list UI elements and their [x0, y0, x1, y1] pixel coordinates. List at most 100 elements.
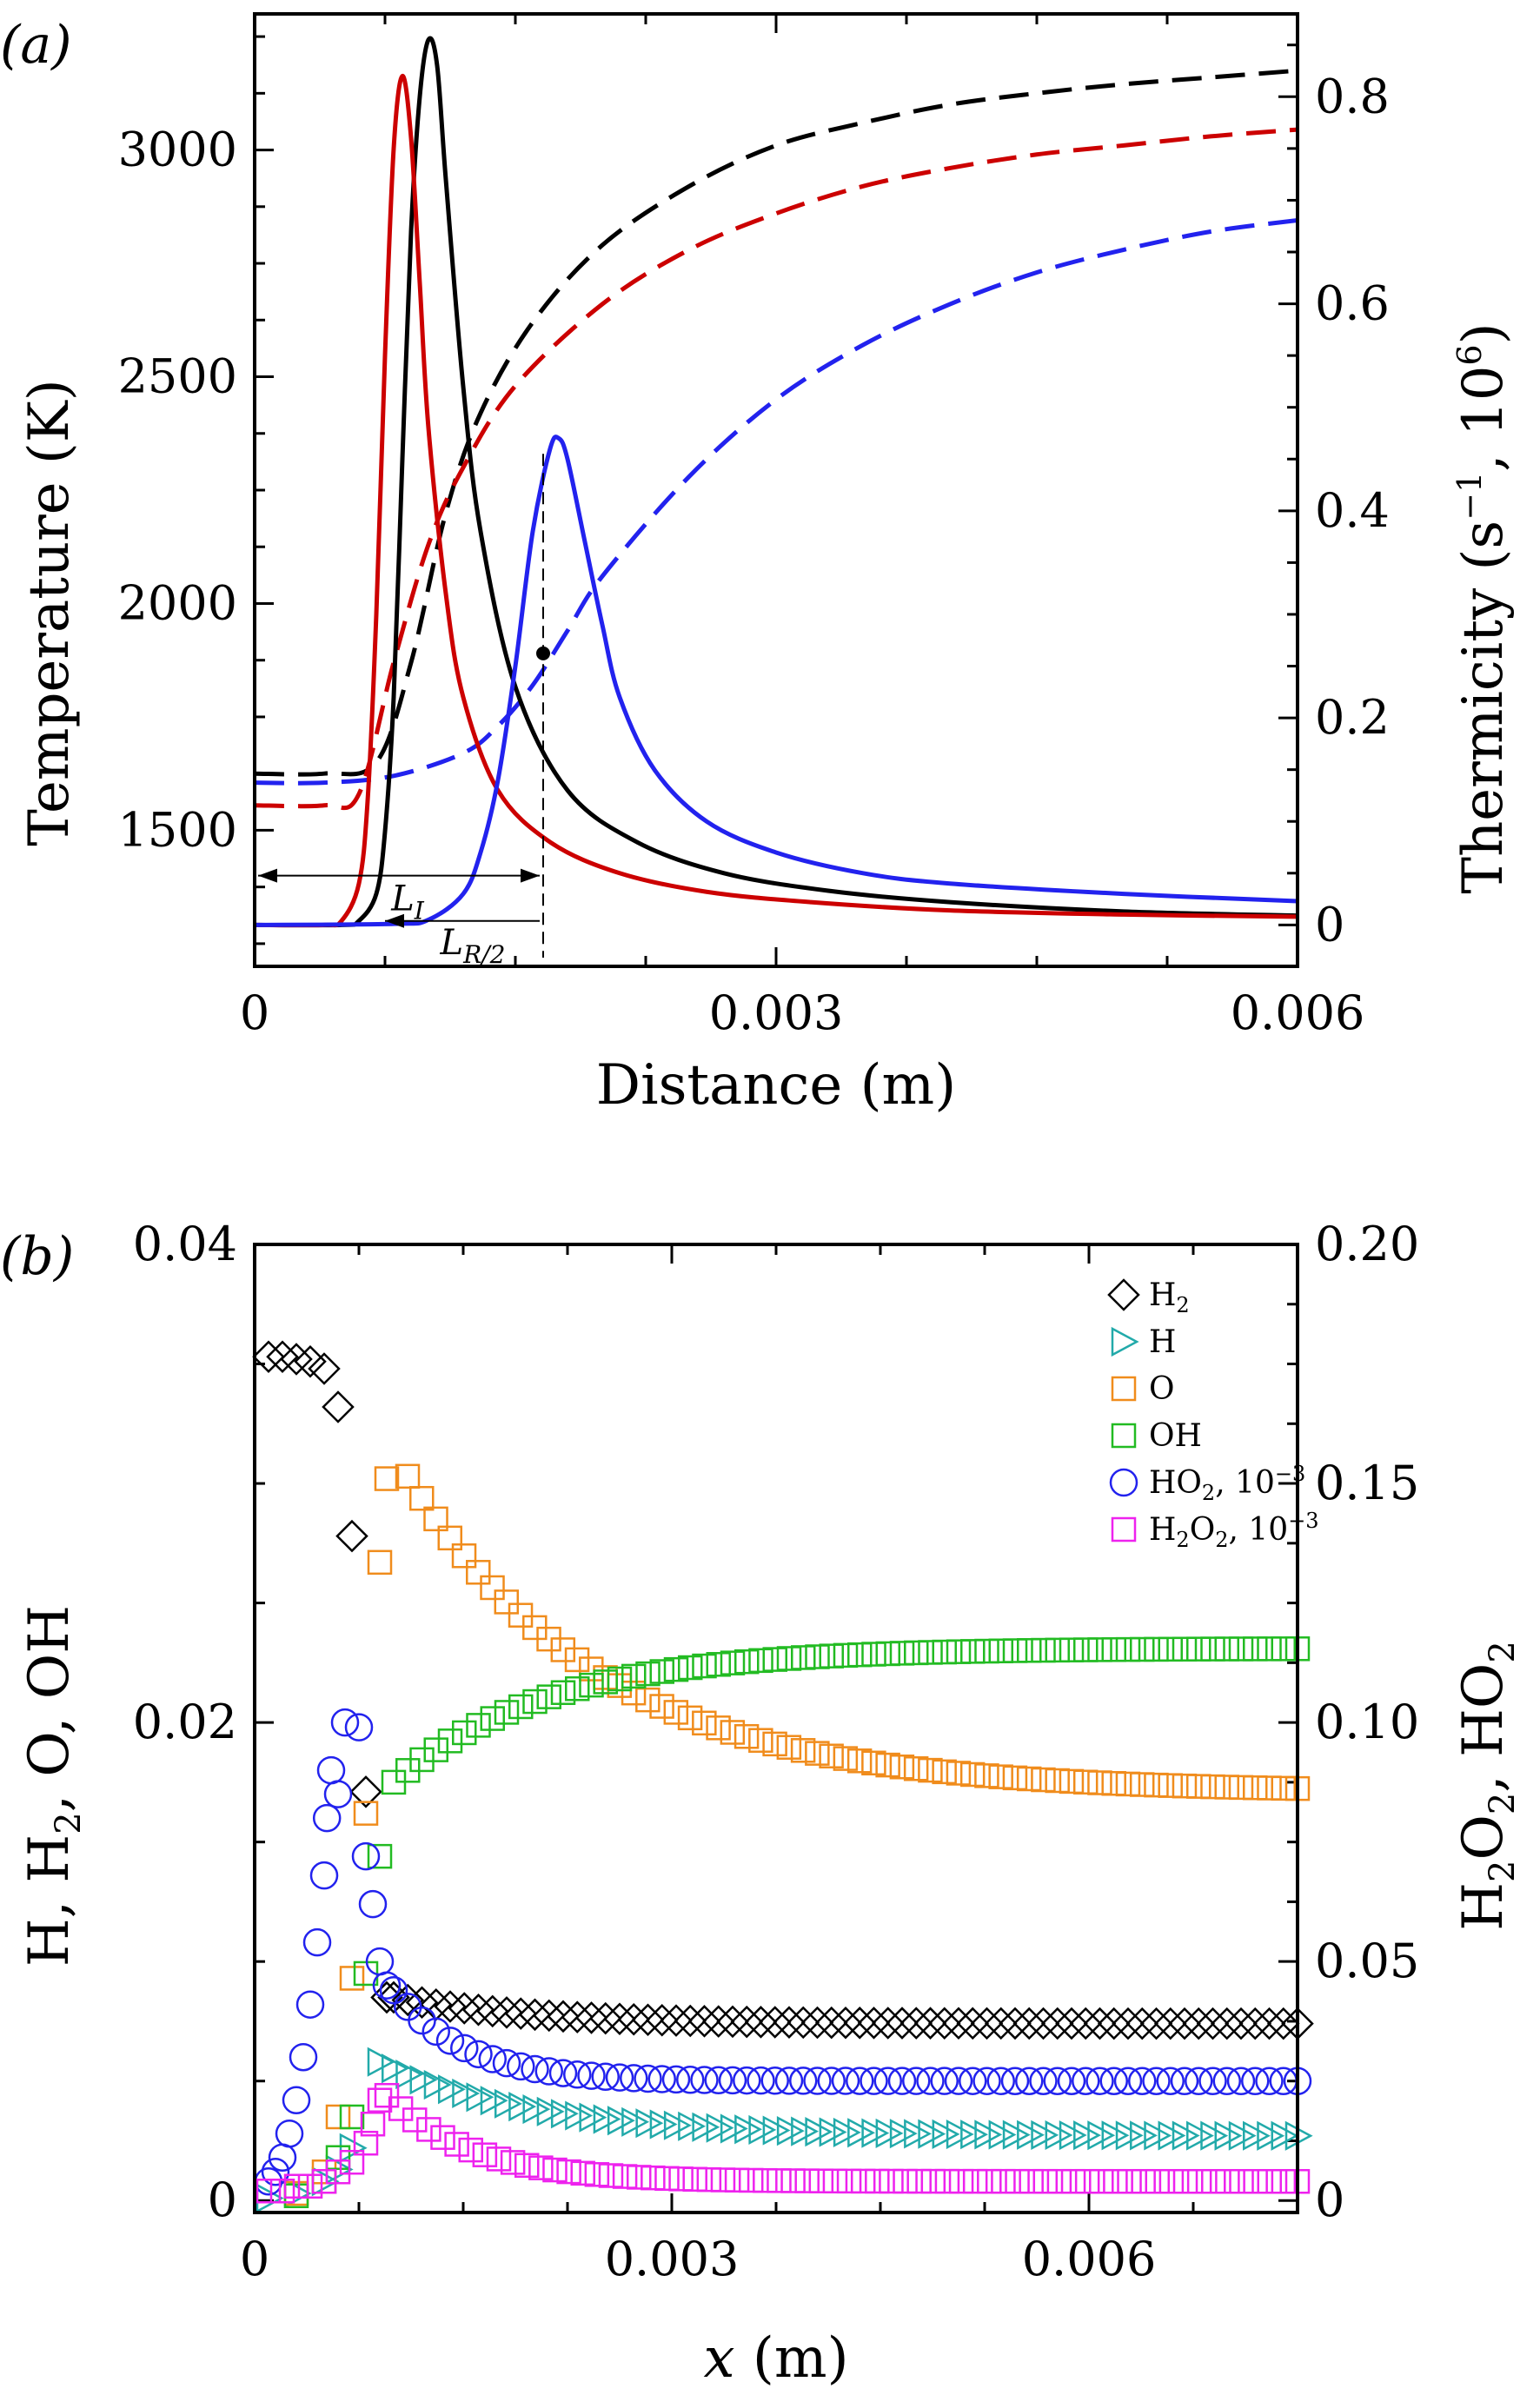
- H2-point: [1125, 2007, 1159, 2040]
- H-point: [1059, 2120, 1087, 2151]
- x-tick-label: 0.006: [1231, 985, 1365, 1040]
- x-tick-label: 0.006: [1022, 2232, 1157, 2286]
- panel-b-x-label: x (m): [703, 2326, 848, 2391]
- OH-point: [593, 1669, 618, 1695]
- series-H2: [252, 1340, 1314, 2040]
- O-point: [1045, 1768, 1070, 1794]
- H-point: [847, 2118, 876, 2148]
- HO2-point: [289, 2042, 318, 2072]
- OH-point: [621, 1663, 647, 1689]
- O-point: [1087, 1770, 1112, 1795]
- O-point: [423, 1506, 448, 1532]
- H2O2-point: [1046, 2168, 1072, 2194]
- HO2-point: [930, 2067, 959, 2095]
- O-point: [353, 1801, 379, 1826]
- H2-point: [504, 1997, 538, 2030]
- O-point: [367, 1549, 393, 1576]
- series-H2O2: [256, 2082, 1311, 2204]
- H-point: [1101, 2120, 1130, 2151]
- HO2-point: [1212, 2067, 1241, 2095]
- H2O2-point: [794, 2168, 820, 2193]
- HO2-point: [591, 2062, 620, 2092]
- OH-point: [466, 1713, 491, 1738]
- H2-point: [1196, 2007, 1230, 2040]
- H2-point: [913, 2007, 947, 2040]
- HO2-point: [492, 2048, 521, 2078]
- H2-point: [660, 2004, 693, 2037]
- HO2-point: [435, 2027, 465, 2055]
- panel-b-label: (b): [0, 1226, 74, 1287]
- OH-point: [1200, 1636, 1225, 1662]
- H-point: [1073, 2120, 1101, 2151]
- x-tick-label: 0.003: [709, 985, 844, 1040]
- y-right-tick-label: 0: [1315, 897, 1344, 952]
- H-point: [889, 2119, 918, 2149]
- HO2-point: [873, 2067, 902, 2095]
- HO2-point: [450, 2033, 479, 2063]
- H2-point: [518, 1998, 552, 2032]
- O-point: [918, 1757, 943, 1783]
- series-0-temperature-line: [254, 68, 1298, 777]
- series-5-thermicity-line: [254, 435, 1298, 927]
- O-point: [790, 1738, 816, 1763]
- H-point: [932, 2119, 960, 2149]
- H2-point: [617, 2003, 651, 2036]
- OH-point: [734, 1649, 760, 1675]
- H2O2-point: [458, 2137, 483, 2163]
- OH-point: [1257, 1636, 1282, 1662]
- HO2-point: [563, 2060, 592, 2089]
- panel-a-y-right-label: Thermicity (s−1, 106): [1450, 322, 1516, 893]
- H2O2-point: [1005, 2168, 1030, 2194]
- H2O2-point: [256, 2178, 282, 2204]
- legend-marker-4: [1109, 1468, 1138, 1497]
- O-point: [1101, 1770, 1126, 1796]
- OH-point: [1002, 1638, 1028, 1663]
- HO2-point: [605, 2063, 634, 2092]
- HO2-point: [846, 2067, 874, 2095]
- OH-point: [1059, 1637, 1085, 1662]
- OH-point: [339, 2104, 365, 2130]
- OH-point: [635, 1661, 660, 1687]
- HO2-point: [916, 2067, 945, 2095]
- HO2-point: [372, 1971, 402, 2000]
- x-tick-label: 0: [240, 2232, 269, 2286]
- OH-point: [805, 1644, 830, 1669]
- OH-point: [579, 1672, 604, 1698]
- OH-point: [437, 1728, 463, 1754]
- H2-point: [322, 1390, 355, 1423]
- HO2-point: [312, 1803, 342, 1833]
- H-point: [550, 2099, 579, 2129]
- y-right-tick-label: 0: [1315, 2173, 1344, 2227]
- HO2-point: [817, 2067, 846, 2095]
- H-point: [1186, 2120, 1214, 2151]
- H2-point: [674, 2004, 707, 2038]
- H-point: [692, 2112, 720, 2142]
- legend-marker-0: [1107, 1278, 1140, 1311]
- HO2-point: [733, 2066, 761, 2095]
- panel-b-y-left-label: H, H2, O, OH: [17, 1605, 89, 1967]
- arrow-head-left: [385, 913, 404, 928]
- HO2-point: [1198, 2067, 1227, 2095]
- H-point: [1228, 2120, 1257, 2151]
- H2-point: [335, 1519, 368, 1553]
- H2-point: [377, 1980, 410, 2014]
- panel-a-y-left-label: Temperature (K): [17, 379, 82, 846]
- HO2-point: [534, 2057, 563, 2086]
- H2O2-point: [710, 2167, 736, 2193]
- HO2-point: [1156, 2067, 1185, 2095]
- HO2-point: [548, 2059, 578, 2087]
- O-point: [579, 1656, 604, 1682]
- O-point: [1059, 1768, 1085, 1795]
- H2-point: [631, 2003, 665, 2037]
- H-point: [1243, 2120, 1271, 2151]
- H-point: [805, 2117, 833, 2147]
- H-point: [437, 2074, 466, 2105]
- x-tick-label: 0.003: [605, 2232, 740, 2286]
- H-point: [1087, 2120, 1116, 2151]
- H2O2-point: [486, 2146, 512, 2172]
- H2O2-point: [1158, 2168, 1185, 2194]
- series-OH: [283, 1636, 1311, 2208]
- OH-point: [1101, 1636, 1126, 1662]
- H2-point: [603, 2002, 636, 2035]
